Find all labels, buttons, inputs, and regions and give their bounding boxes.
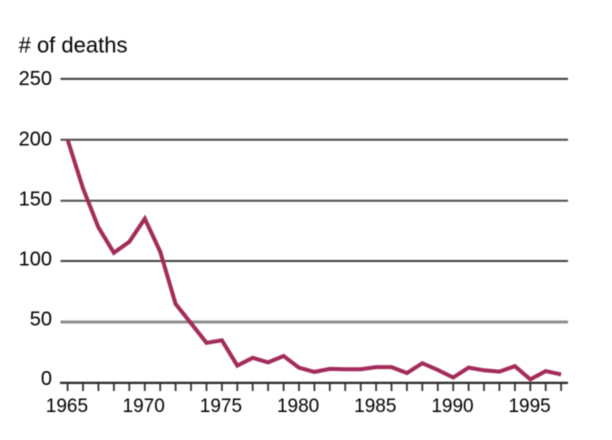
svg-text:1965: 1965 xyxy=(46,396,88,417)
svg-text:1980: 1980 xyxy=(277,396,319,417)
svg-text:100: 100 xyxy=(19,249,52,271)
svg-text:50: 50 xyxy=(30,309,52,331)
svg-text:# of deaths: # of deaths xyxy=(19,33,128,58)
svg-text:250: 250 xyxy=(19,68,52,90)
svg-text:200: 200 xyxy=(19,128,52,150)
svg-text:1970: 1970 xyxy=(123,396,165,417)
svg-text:0: 0 xyxy=(41,368,52,390)
svg-text:1985: 1985 xyxy=(354,396,396,417)
svg-text:1990: 1990 xyxy=(431,396,473,417)
svg-text:1975: 1975 xyxy=(200,396,242,417)
svg-text:1995: 1995 xyxy=(508,396,550,417)
svg-text:150: 150 xyxy=(19,188,52,210)
